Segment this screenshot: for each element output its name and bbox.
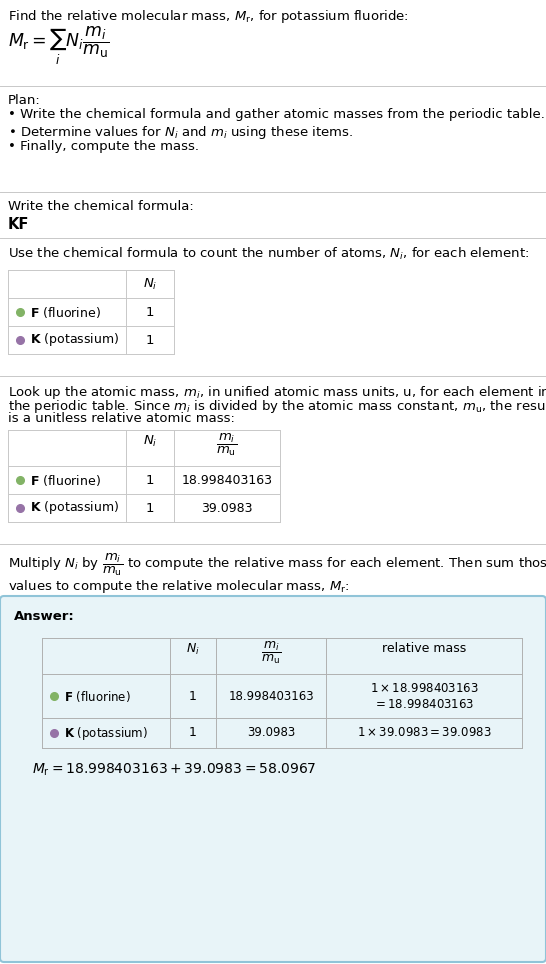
Text: 39.0983: 39.0983 — [201, 501, 253, 515]
Text: 18.998403163: 18.998403163 — [228, 689, 314, 703]
Text: • Write the chemical formula and gather atomic masses from the periodic table.: • Write the chemical formula and gather … — [8, 108, 545, 121]
Text: • Determine values for $N_i$ and $m_i$ using these items.: • Determine values for $N_i$ and $m_i$ u… — [8, 124, 353, 141]
Text: $\mathbf{K}$ (potassium): $\mathbf{K}$ (potassium) — [30, 332, 119, 349]
Text: $N_i$: $N_i$ — [186, 642, 200, 657]
Text: 1: 1 — [146, 306, 155, 318]
Text: Find the relative molecular mass, $M_{\mathrm{r}}$, for potassium fluoride:: Find the relative molecular mass, $M_{\m… — [8, 8, 409, 25]
Text: Use the chemical formula to count the number of atoms, $N_i$, for each element:: Use the chemical formula to count the nu… — [8, 246, 529, 262]
Text: $M_{\mathrm{r}} = \sum_i N_i\dfrac{m_i}{m_{\mathrm{u}}}$: $M_{\mathrm{r}} = \sum_i N_i\dfrac{m_i}{… — [8, 24, 110, 67]
FancyBboxPatch shape — [0, 596, 546, 962]
Text: $\mathbf{K}$ (potassium): $\mathbf{K}$ (potassium) — [64, 725, 148, 741]
Text: 1: 1 — [146, 334, 155, 346]
Text: KF: KF — [8, 217, 29, 232]
Text: $\dfrac{m_i}{m_{\mathrm{u}}}$: $\dfrac{m_i}{m_{\mathrm{u}}}$ — [261, 640, 281, 666]
Text: relative mass: relative mass — [382, 642, 466, 655]
Text: 1: 1 — [189, 689, 197, 703]
Text: $N_i$: $N_i$ — [143, 434, 157, 449]
Text: Answer:: Answer: — [14, 610, 75, 623]
Text: $\dfrac{m_i}{m_{\mathrm{u}}}$: $\dfrac{m_i}{m_{\mathrm{u}}}$ — [216, 432, 238, 458]
Text: Multiply $N_i$ by $\dfrac{m_i}{m_{\mathrm{u}}}$ to compute the relative mass for: Multiply $N_i$ by $\dfrac{m_i}{m_{\mathr… — [8, 552, 546, 578]
Text: the periodic table. Since $m_i$ is divided by the atomic mass constant, $m_{\mat: the periodic table. Since $m_i$ is divid… — [8, 398, 546, 415]
Text: Look up the atomic mass, $m_i$, in unified atomic mass units, u, for each elemen: Look up the atomic mass, $m_i$, in unifi… — [8, 384, 546, 401]
Text: $M_{\mathrm{r}} = 18.998403163 + 39.0983 = 58.0967$: $M_{\mathrm{r}} = 18.998403163 + 39.0983… — [32, 762, 317, 778]
Text: $\mathbf{F}$ (fluorine): $\mathbf{F}$ (fluorine) — [30, 305, 101, 319]
Text: $1 \times 18.998403163$: $1 \times 18.998403163$ — [370, 683, 478, 695]
Text: $N_i$: $N_i$ — [143, 277, 157, 291]
Text: $1 \times 39.0983 = 39.0983$: $1 \times 39.0983 = 39.0983$ — [357, 727, 491, 739]
Text: • Finally, compute the mass.: • Finally, compute the mass. — [8, 140, 199, 153]
Text: values to compute the relative molecular mass, $M_{\mathrm{r}}$:: values to compute the relative molecular… — [8, 578, 349, 595]
Text: 1: 1 — [189, 727, 197, 739]
Text: Write the chemical formula:: Write the chemical formula: — [8, 200, 194, 213]
Text: Plan:: Plan: — [8, 94, 41, 107]
Text: $\mathbf{F}$ (fluorine): $\mathbf{F}$ (fluorine) — [30, 472, 101, 488]
Text: 18.998403163: 18.998403163 — [181, 473, 272, 487]
Text: $\mathbf{K}$ (potassium): $\mathbf{K}$ (potassium) — [30, 499, 119, 517]
Text: $= 18.998403163$: $= 18.998403163$ — [373, 698, 474, 710]
Text: 1: 1 — [146, 473, 155, 487]
Text: is a unitless relative atomic mass:: is a unitless relative atomic mass: — [8, 412, 235, 425]
Text: 1: 1 — [146, 501, 155, 515]
Text: $\mathbf{F}$ (fluorine): $\mathbf{F}$ (fluorine) — [64, 688, 130, 704]
Text: 39.0983: 39.0983 — [247, 727, 295, 739]
